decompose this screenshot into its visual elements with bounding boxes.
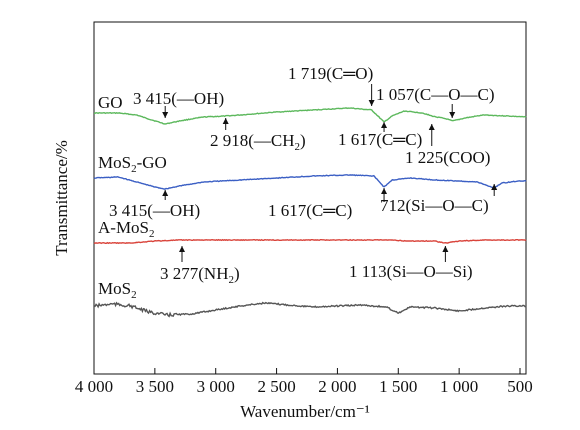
- annotation-arrowhead-1: [222, 118, 229, 124]
- annotation-arrowhead-6: [162, 190, 169, 196]
- annotation-amos2-nh2: 3 277(NH2): [160, 264, 240, 286]
- series-line-3: [93, 301, 527, 318]
- label-a-mos2: A-MoS2: [98, 218, 155, 240]
- annotation-arrowhead-8: [491, 184, 498, 190]
- x-tick-label-0: 4 000: [75, 377, 113, 396]
- x-tick-label-5: 1 500: [379, 377, 417, 396]
- label-go: GO: [98, 93, 123, 112]
- annotation-go-coo: 1 225(COO): [405, 148, 490, 167]
- annotation-go-ch2: 2 918(—CH2): [210, 131, 306, 153]
- series-group: [93, 107, 527, 318]
- annotation-mos2go-oh: 3 415(—OH): [109, 201, 200, 220]
- x-tick-label-4: 2 000: [318, 377, 356, 396]
- x-tick-label-6: 1 000: [440, 377, 478, 396]
- plot-frame: [93, 21, 527, 375]
- x-tick-label-3: 2 500: [257, 377, 295, 396]
- annotation-go-co: 1 719(C═O): [288, 64, 373, 83]
- series-line-1: [93, 174, 527, 190]
- label-mos2-go: MoS2-GO: [98, 153, 167, 175]
- x-axis-ticks: 4 000 3 500 3 000 2 500 2 000 1 500 1 000 500: [75, 368, 533, 396]
- annotation-go-oh: 3 415(—OH): [133, 89, 224, 108]
- annotation-arrowhead-2: [368, 100, 375, 106]
- x-tick-label-1: 3 500: [136, 377, 174, 396]
- annotation-arrowhead-0: [162, 112, 169, 118]
- annotation-arrowhead-10: [442, 246, 449, 252]
- annotation-arrowhead-9: [178, 246, 185, 252]
- series-line-0: [94, 107, 527, 125]
- x-axis-title: Wavenumber/cm⁻¹: [240, 402, 370, 421]
- annotation-amos2-siosi: 1 113(Si—O—Si): [349, 262, 473, 281]
- x-tick-label-7: 500: [507, 377, 533, 396]
- x-tick-label-2: 3 000: [197, 377, 235, 396]
- y-axis-title: Transmittance/%: [52, 140, 71, 256]
- annotation-mos2go-cc: 1 617(C═C): [268, 201, 352, 220]
- annotation-arrowhead-3: [381, 122, 388, 128]
- annotation-mos2go-sioc: 712(Si—O—C): [380, 196, 489, 215]
- annotation-go-cc: 1 617(C═C): [338, 130, 422, 149]
- annotation-go-coc: 1 057(C—O—C): [376, 85, 495, 104]
- annotation-arrows: [162, 84, 498, 262]
- label-mos2: MoS2: [98, 279, 137, 301]
- annotation-arrowhead-7: [381, 188, 388, 194]
- series-line-2: [93, 238, 527, 245]
- annotation-arrowhead-4: [449, 112, 456, 118]
- annotation-arrowhead-5: [428, 124, 435, 130]
